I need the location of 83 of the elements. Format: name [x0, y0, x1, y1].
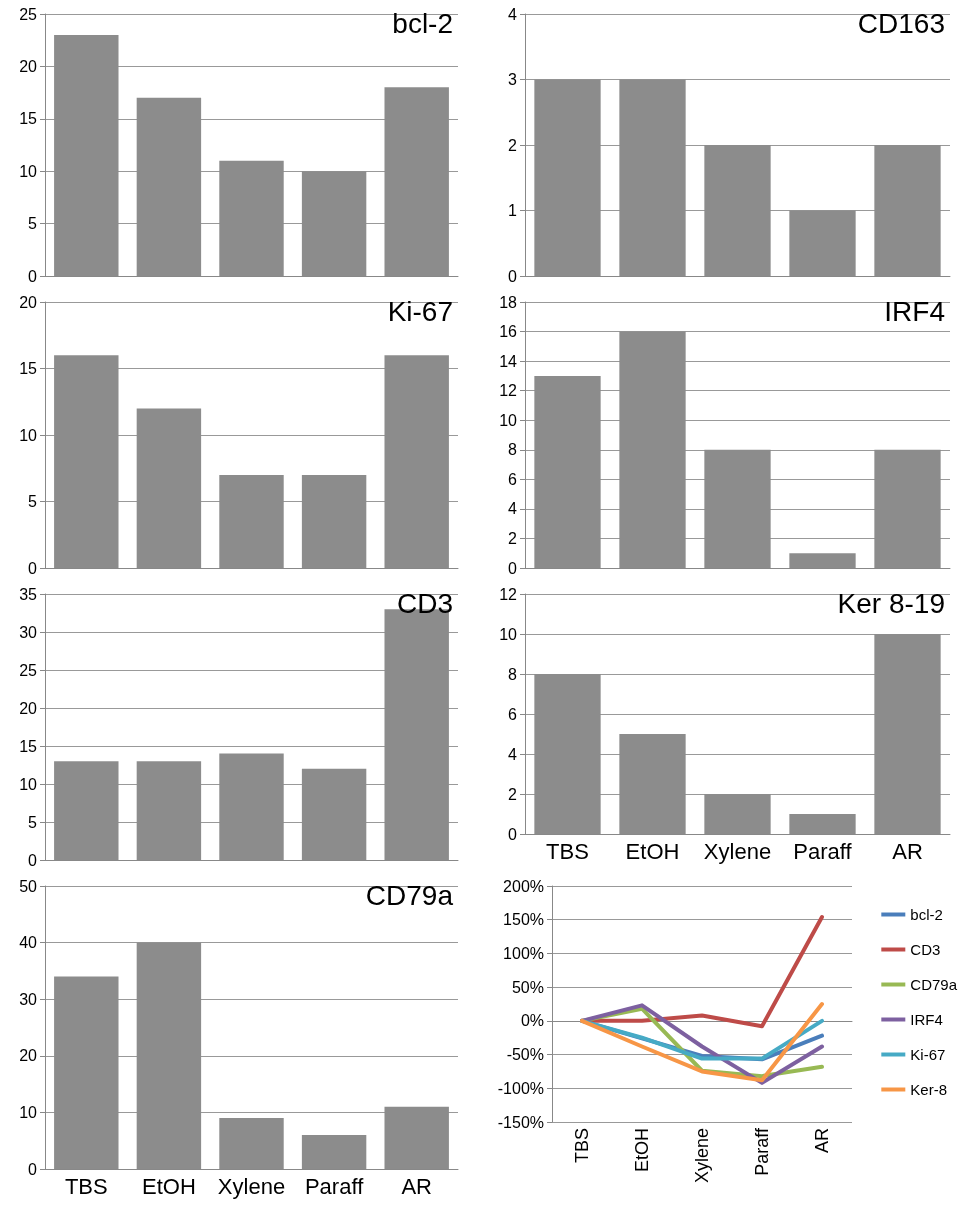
x-tick-label: EtOH: [632, 1128, 652, 1173]
y-tick-label: 40: [19, 934, 38, 952]
x-tick-label: Xylene: [703, 838, 772, 864]
x-tick-label: EtOH: [625, 838, 680, 864]
y-tick-label: 25: [19, 5, 38, 23]
legend-label: CD3: [910, 941, 941, 958]
y-tick-label: 5: [28, 813, 38, 831]
y-tick-label: 3: [508, 71, 518, 88]
y-tick-label: 0: [508, 825, 518, 843]
x-tick-label: Paraff: [752, 1127, 772, 1176]
y-tick-label: 4: [508, 5, 518, 23]
y-tick-label: 0: [28, 559, 38, 577]
x-tick-label: AR: [812, 1128, 832, 1154]
y-tick-label: 20: [19, 1047, 38, 1065]
chart-title: Ker 8-19: [837, 587, 946, 619]
y-tick-label: 10: [19, 426, 38, 444]
y-tick-label: 0: [28, 267, 38, 285]
y-tick-label: 35: [19, 585, 38, 603]
y-tick-label: 30: [19, 623, 38, 641]
y-tick-label: 50%: [511, 978, 544, 996]
x-tick-label: EtOH: [142, 1173, 196, 1199]
x-tick-label: TBS: [546, 838, 589, 864]
y-tick-label: 5: [28, 493, 38, 510]
x-tick-label: TBS: [572, 1128, 592, 1164]
y-tick-label: 4: [508, 500, 518, 518]
y-tick-label: 15: [19, 360, 38, 377]
y-tick-label: 6: [508, 705, 518, 723]
legend-label: Ker-8: [910, 1081, 947, 1098]
y-tick-label: 0: [508, 559, 518, 577]
x-tick-label: Xylene: [217, 1173, 286, 1199]
y-tick-label: 0%: [520, 1012, 544, 1030]
chart-title: CD3: [396, 587, 453, 619]
y-tick-label: 2: [508, 529, 518, 547]
y-tick-label: 14: [499, 352, 518, 370]
y-tick-label: 150%: [503, 911, 544, 929]
x-tick-label: Paraff: [304, 1173, 365, 1199]
y-tick-label: 10: [19, 162, 38, 180]
chart-title: CD163: [857, 7, 946, 39]
y-tick-label: 1: [508, 202, 518, 219]
y-tick-label: 20: [19, 699, 38, 717]
y-tick-label: 100%: [503, 944, 544, 962]
y-tick-label: 200%: [503, 877, 544, 895]
y-tick-label: 30: [19, 990, 38, 1008]
x-tick-label: AR: [892, 838, 923, 864]
y-tick-label: -50%: [506, 1046, 544, 1064]
y-tick-label: 4: [508, 745, 518, 763]
y-tick-label: 20: [19, 57, 38, 75]
y-tick-label: 0: [28, 851, 38, 869]
y-tick-label: 20: [19, 293, 38, 311]
chart-title: bcl-2: [392, 7, 454, 39]
chart-title: Ki-67: [387, 295, 454, 327]
y-tick-label: 16: [499, 323, 518, 341]
y-tick-label: 8: [508, 665, 518, 683]
y-tick-label: -100%: [497, 1079, 544, 1097]
y-tick-label: 5: [28, 215, 38, 233]
y-tick-label: 50: [19, 877, 38, 895]
y-tick-label: 6: [508, 470, 518, 488]
legend-label: Ki-67: [910, 1046, 946, 1063]
legend-label: CD79a: [910, 976, 958, 993]
x-tick-label: Paraff: [793, 838, 853, 864]
y-tick-label: 18: [499, 293, 518, 311]
y-tick-label: 25: [19, 661, 38, 679]
y-tick-label: 8: [508, 441, 518, 459]
y-tick-label: -150%: [497, 1113, 544, 1131]
y-tick-label: 15: [19, 737, 38, 755]
y-tick-label: 15: [19, 110, 38, 128]
y-tick-label: 12: [499, 382, 518, 400]
y-tick-label: 10: [19, 775, 38, 793]
y-tick-label: 2: [508, 785, 518, 803]
y-tick-label: 10: [499, 625, 518, 643]
y-tick-label: 2: [508, 136, 518, 154]
x-tick-label: TBS: [64, 1173, 108, 1199]
legend-label: IRF4: [910, 1011, 943, 1028]
y-tick-label: 10: [19, 1103, 38, 1121]
x-tick-label: Xylene: [692, 1128, 712, 1184]
y-tick-label: 0: [508, 267, 518, 285]
chart-title: IRF4: [884, 295, 946, 327]
x-tick-label: AR: [401, 1173, 432, 1199]
chart-title: CD79a: [365, 879, 454, 911]
y-tick-label: 12: [499, 585, 518, 603]
y-tick-label: 10: [499, 411, 518, 429]
legend-label: bcl-2: [910, 906, 943, 923]
y-tick-label: 0: [28, 1160, 38, 1178]
